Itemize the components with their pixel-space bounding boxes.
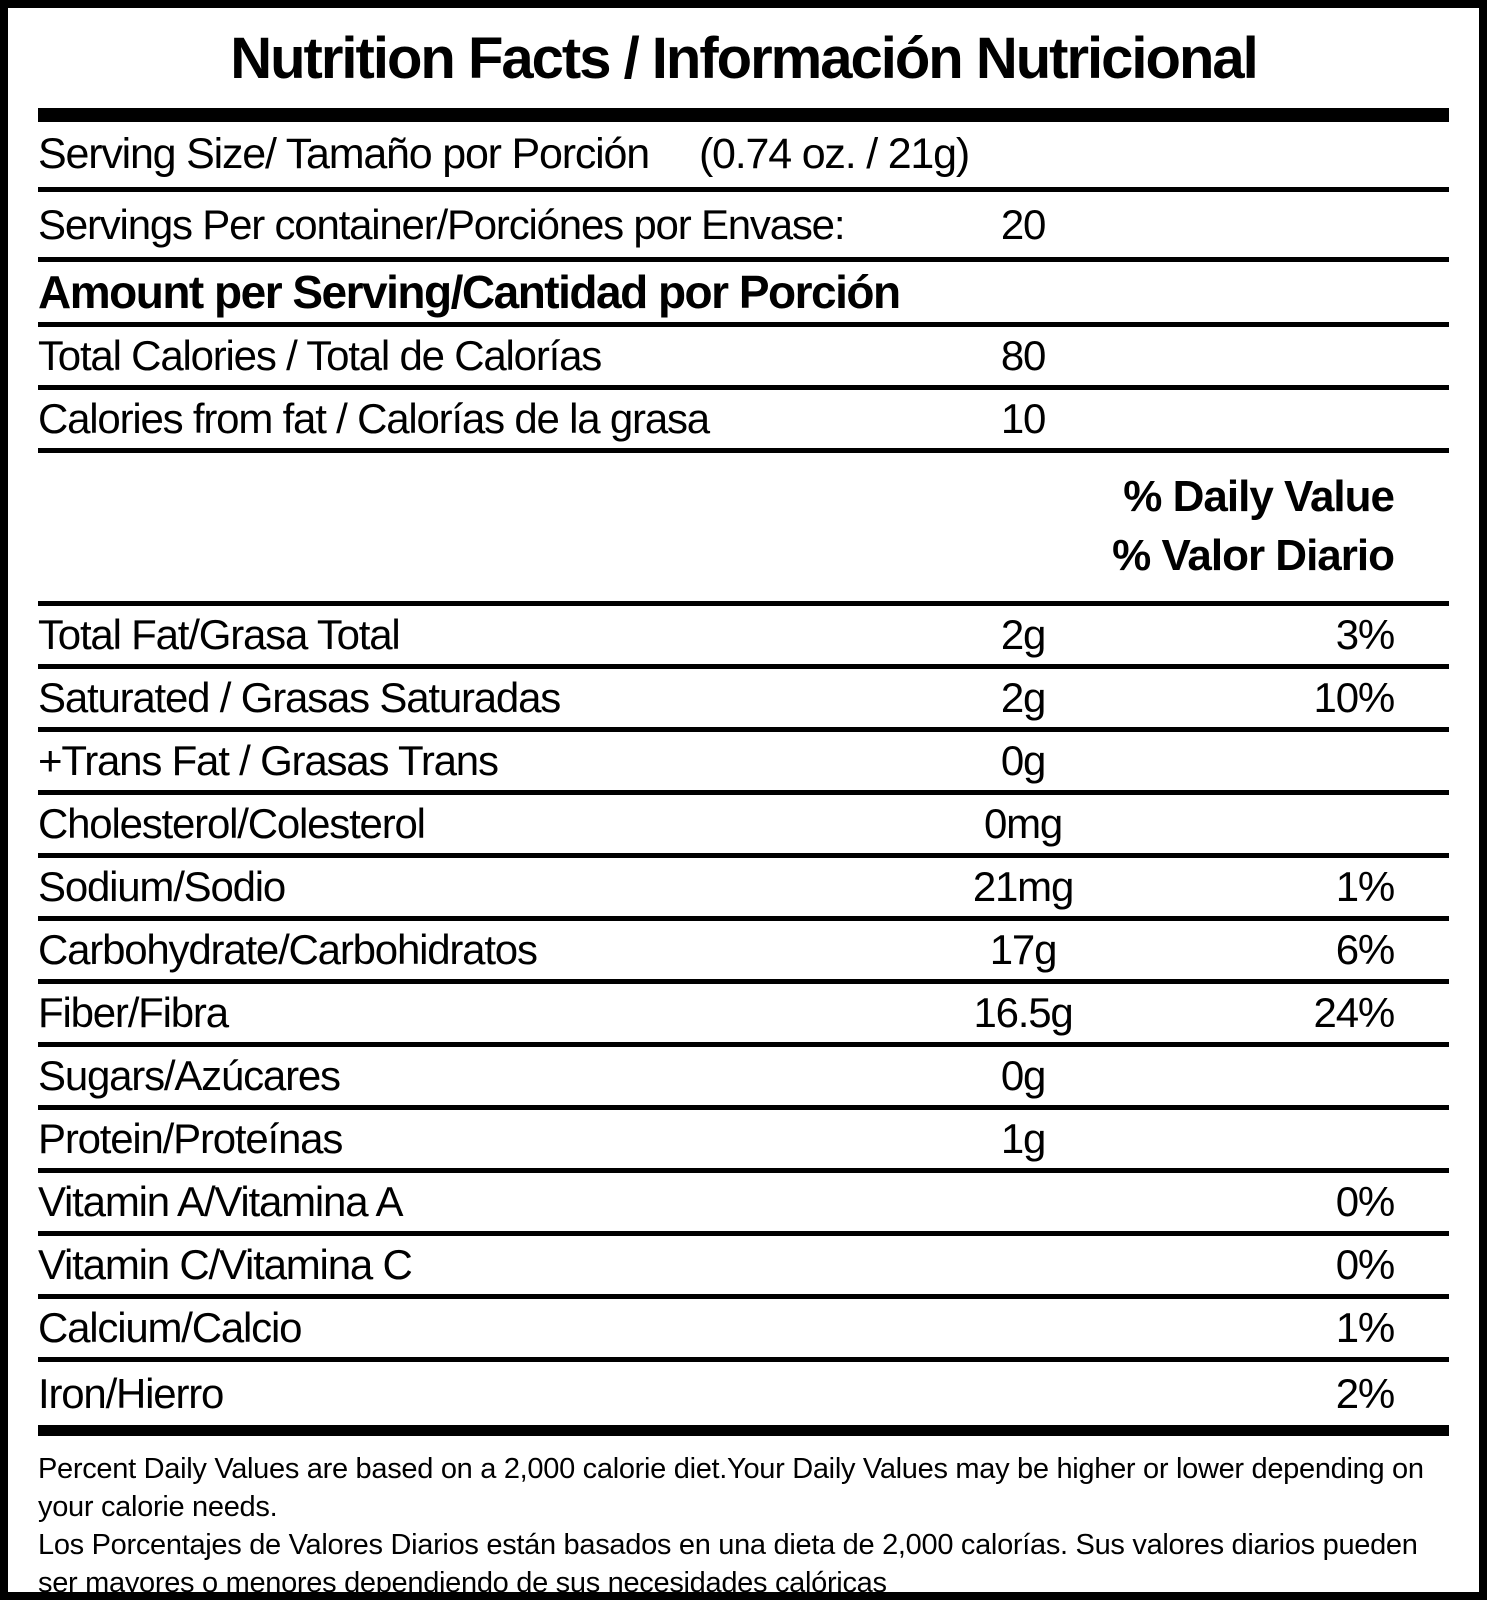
nutrient-label: Protein/Proteínas <box>38 1115 343 1162</box>
fiber-row: Fiber/Fibra 16.5g 24% <box>38 984 1449 1047</box>
nutrient-dv: 0% <box>1335 1241 1396 1288</box>
nutrient-amount: 10 <box>1000 395 1047 442</box>
title-separator-bar <box>38 108 1449 122</box>
nutrient-label: Total Calories / Total de Calorías <box>38 332 602 379</box>
servings-per-container-value: 20 <box>1000 200 1047 248</box>
nutrient-amount: 80 <box>1000 332 1047 379</box>
nutrient-dv: 6% <box>1335 926 1396 973</box>
serving-size-label: Serving Size/ Tamaño por Porción <box>38 130 650 178</box>
vitamin-a-row: Vitamin A/Vitamina A 0% <box>38 1173 1449 1236</box>
footnote-separator-bar <box>38 1425 1449 1436</box>
footnote-spanish: Los Porcentajes de Valores Diarios están… <box>38 1529 1418 1599</box>
nutrient-label: +Trans Fat / Grasas Trans <box>38 737 499 784</box>
servings-per-container-row: Servings Per container/Porciónes por Env… <box>38 192 1449 262</box>
nutrient-label: Carbohydrate/Carbohidratos <box>38 926 538 973</box>
nutrient-dv: 1% <box>1335 1304 1396 1351</box>
nutrient-amount: 21mg <box>972 863 1074 910</box>
nutrient-dv: 0% <box>1335 1178 1396 1225</box>
servings-per-container-label: Servings Per container/Porciónes por Env… <box>38 200 846 248</box>
daily-value-header-en: % Daily Value <box>1123 471 1395 521</box>
nutrient-amount: 0mg <box>983 800 1063 847</box>
label-title: Nutrition Facts / Información Nutriciona… <box>230 25 1259 91</box>
nutrient-amount: 0g <box>1000 1052 1047 1099</box>
serving-size-row: Serving Size/ Tamaño por Porción (0.74 o… <box>38 122 1449 192</box>
saturated-fat-row: Saturated / Grasas Saturadas 2g 10% <box>38 669 1449 732</box>
total-calories-row: Total Calories / Total de Calorías 80 <box>38 327 1449 390</box>
nutrient-label: Calcium/Calcio <box>38 1304 302 1351</box>
total-fat-row: Total Fat/Grasa Total 2g 3% <box>38 606 1449 669</box>
nutrient-label: Fiber/Fibra <box>38 989 229 1036</box>
daily-value-header-es: % Valor Diario <box>1112 530 1395 580</box>
nutrient-label: Cholesterol/Colesterol <box>38 800 426 847</box>
protein-row: Protein/Proteínas 1g <box>38 1110 1449 1173</box>
nutrient-dv: 2% <box>1335 1369 1396 1417</box>
calcium-row: Calcium/Calcio 1% <box>38 1299 1449 1362</box>
nutrient-dv: 3% <box>1335 611 1396 658</box>
nutrient-amount: 1g <box>1000 1115 1047 1162</box>
trans-fat-row: +Trans Fat / Grasas Trans 0g <box>38 732 1449 795</box>
iron-row: Iron/Hierro 2% <box>38 1362 1449 1425</box>
calories-from-fat-row: Calories from fat / Calorías de la grasa… <box>38 390 1449 453</box>
nutrient-amount: 16.5g <box>973 989 1073 1036</box>
nutrient-label: Vitamin A/Vitamina A <box>38 1178 404 1225</box>
vitamin-c-row: Vitamin C/Vitamina C 0% <box>38 1236 1449 1299</box>
daily-value-header: % Daily Value % Valor Diario <box>38 453 1449 606</box>
nutrient-label: Sodium/Sodio <box>38 863 286 910</box>
nutrient-amount: 0g <box>1000 737 1047 784</box>
footnote-english: Percent Daily Values are based on a 2,00… <box>38 1453 1424 1523</box>
sodium-row: Sodium/Sodio 21mg 1% <box>38 858 1449 921</box>
nutrient-label: Vitamin C/Vitamina C <box>38 1241 413 1288</box>
nutrient-amount: 2g <box>1000 674 1047 721</box>
nutrient-dv: 24% <box>1313 989 1396 1036</box>
nutrient-label: Iron/Hierro <box>38 1369 224 1417</box>
nutrient-label: Total Fat/Grasa Total <box>38 611 401 658</box>
nutrient-dv: 1% <box>1335 863 1396 910</box>
nutrient-label: Sugars/Azúcares <box>38 1052 341 1099</box>
amount-per-serving-header: Amount per Serving/Cantidad por Porción <box>38 262 1449 327</box>
nutrient-amount: 2g <box>1000 611 1047 658</box>
footnotes: Percent Daily Values are based on a 2,00… <box>38 1436 1449 1599</box>
carbohydrate-row: Carbohydrate/Carbohidratos 17g 6% <box>38 921 1449 984</box>
serving-size-value: (0.74 oz. / 21g) <box>698 130 970 178</box>
cholesterol-row: Cholesterol/Colesterol 0mg <box>38 795 1449 858</box>
sugars-row: Sugars/Azúcares 0g <box>38 1047 1449 1110</box>
nutrient-amount: 17g <box>989 926 1058 973</box>
nutrient-dv: 10% <box>1313 674 1396 721</box>
nutrient-label: Calories from fat / Calorías de la grasa <box>38 395 710 442</box>
nutrient-label: Saturated / Grasas Saturadas <box>38 674 561 721</box>
